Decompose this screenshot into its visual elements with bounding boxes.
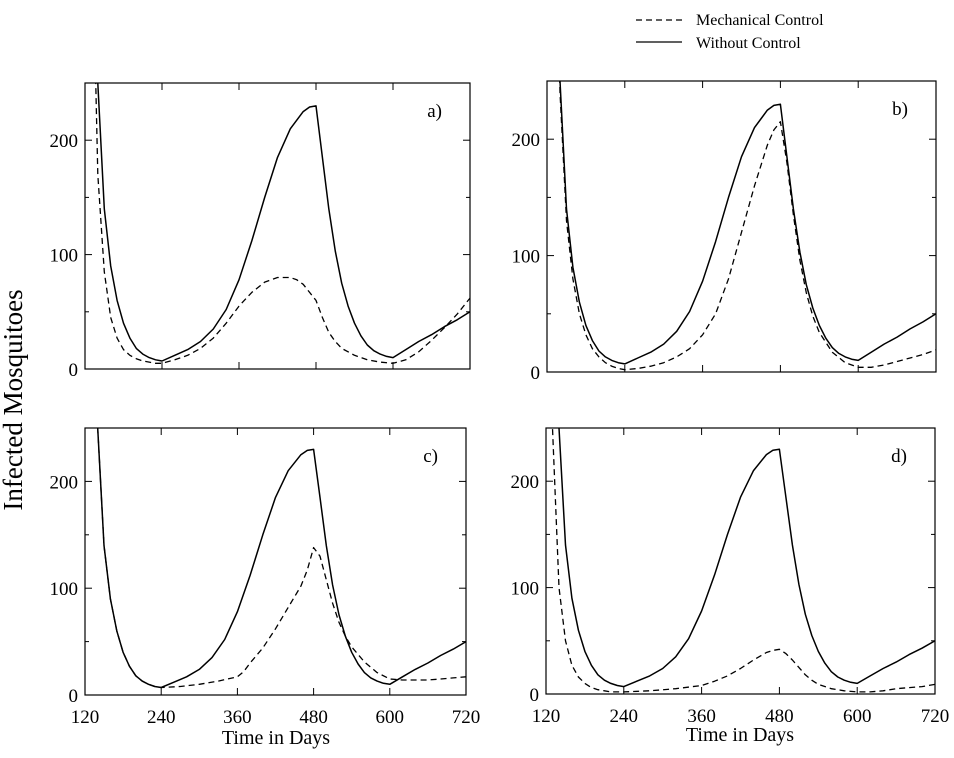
panel-b-ytick-label-2: 200 — [512, 130, 541, 151]
panel-b-label: b) — [892, 99, 908, 120]
panel-d-xtick-label-1: 240 — [610, 706, 639, 727]
panel-c-without-control-line — [96, 428, 466, 689]
panel-c-mechanical-control-line — [97, 428, 466, 689]
panel-a-without-control-line — [97, 83, 470, 362]
panel-c-xtick-label-3: 480 — [299, 707, 328, 728]
panel-a-label: a) — [427, 101, 442, 122]
panel-c-ytick-label-2: 200 — [50, 472, 79, 493]
panel-a-ytick-label-0: 0 — [69, 360, 79, 381]
panel-c-xtick-label-1: 240 — [147, 707, 176, 728]
panel-a-frame — [84, 82, 471, 370]
panel-b-plot-area — [559, 81, 936, 371]
x-axis-title-right: Time in Days — [686, 724, 794, 746]
panel-a-ytick-label-2: 200 — [50, 131, 79, 152]
panel-d-without-control-line — [558, 428, 935, 688]
panel-c-ytick-label-0: 0 — [69, 686, 79, 707]
panel-c-xtick-label-4: 600 — [376, 707, 405, 728]
panel-b-mechanical-control-line — [559, 81, 936, 371]
panel-c-plot-area — [96, 428, 466, 689]
panel-a: 0 100 200 a) — [50, 82, 471, 381]
panel-b-frame — [546, 80, 937, 373]
legend-entry-mechanical: Mechanical Control — [696, 12, 824, 29]
panel-d-frame — [545, 427, 936, 695]
y-axis-title: Infected Mosquitoes — [0, 289, 28, 510]
panel-c-ytick-label-1: 100 — [50, 579, 79, 600]
panel-b-without-control-line — [559, 81, 936, 365]
panel-d-ytick-label-0: 0 — [530, 685, 540, 706]
panel-b-ytick-label-0: 0 — [531, 363, 541, 384]
panel-b: 0 100 200 b) — [512, 80, 937, 384]
panel-c-frame — [84, 427, 467, 696]
panel-a-plot-area — [95, 83, 470, 364]
panel-d-label: d) — [891, 446, 907, 467]
legend: Mechanical Control Without Control — [636, 12, 824, 52]
panel-b-ytick-label-1: 100 — [512, 247, 541, 268]
panel-c-xtick-label-0: 120 — [71, 707, 100, 728]
x-axis-title-left: Time in Days — [222, 727, 330, 749]
panel-d-ytick-label-1: 100 — [511, 579, 540, 600]
panel-d-ytick-label-2: 200 — [511, 472, 540, 493]
panel-c: 0 100 200 120 240 360 480 600 720 c) — [50, 427, 481, 728]
panel-d-xtick-label-2: 360 — [687, 706, 716, 727]
panel-a-ytick-label-1: 100 — [50, 246, 79, 267]
panel-d-xtick-label-3: 480 — [765, 706, 794, 727]
panel-d-plot-area — [551, 428, 935, 693]
panel-a-mechanical-control-line — [95, 83, 470, 364]
legend-entry-without: Without Control — [696, 35, 801, 52]
panel-c-xtick-label-2: 360 — [223, 707, 252, 728]
panel-d-xtick-label-4: 600 — [843, 706, 872, 727]
panel-d: 0 100 200 120 240 360 480 600 720 d) — [511, 427, 950, 727]
panel-d-xtick-label-0: 120 — [532, 706, 561, 727]
panel-d-xtick-label-5: 720 — [921, 706, 950, 727]
panel-c-xtick-label-5: 720 — [452, 707, 481, 728]
panel-d-mechanical-control-line — [551, 428, 935, 693]
panel-c-label: c) — [423, 446, 438, 467]
